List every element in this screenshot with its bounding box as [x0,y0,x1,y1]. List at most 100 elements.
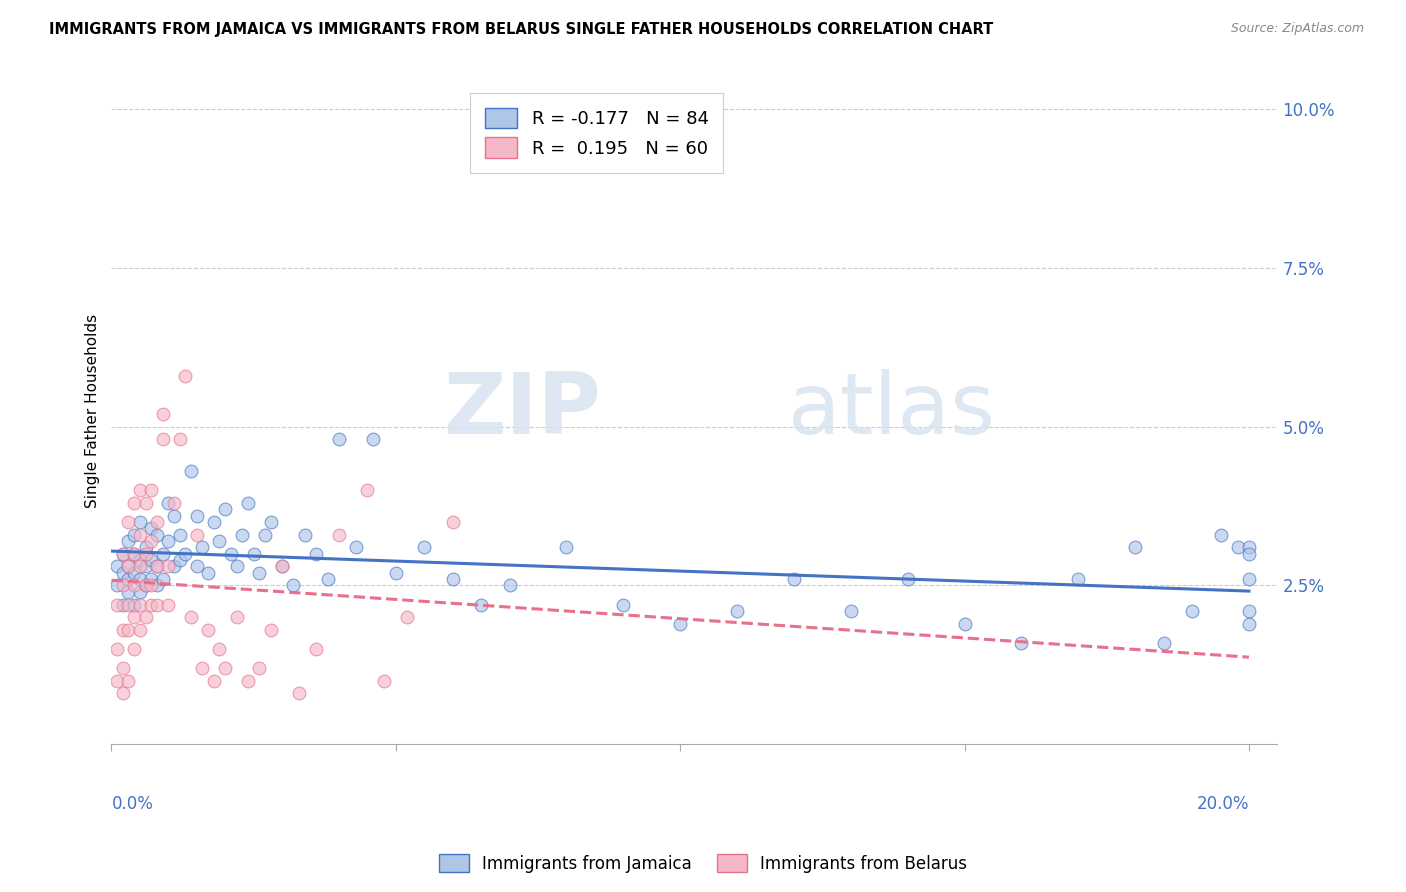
Point [122,547,145,561]
Point [135,578,157,592]
Point [247,566,270,580]
Point [146,578,169,592]
Point [111,566,134,580]
Point [361,433,384,447]
Point [105,642,128,657]
Point [122,496,145,510]
Point [214,502,236,516]
Point [122,598,145,612]
Point [141,483,163,498]
Point [105,598,128,612]
Point [117,584,139,599]
Point [146,559,169,574]
Point [141,553,163,567]
Point [111,598,134,612]
Y-axis label: Single Father Households: Single Father Households [86,314,100,508]
Point [128,572,150,586]
Point [236,673,259,688]
Point [111,623,134,637]
Point [260,623,283,637]
Point [105,559,128,574]
Legend: Immigrants from Jamaica, Immigrants from Belarus: Immigrants from Jamaica, Immigrants from… [432,847,974,880]
Point [1237,547,1260,561]
Point [141,572,163,586]
Point [413,541,436,555]
Point [1237,572,1260,586]
Point [202,673,225,688]
Text: atlas: atlas [787,369,995,452]
Point [152,547,174,561]
Point [135,559,157,574]
Point [186,559,208,574]
Point [1181,604,1204,618]
Text: Source: ZipAtlas.com: Source: ZipAtlas.com [1230,22,1364,36]
Point [111,578,134,592]
Point [152,407,174,421]
Point [373,673,395,688]
Point [180,464,202,478]
Point [208,534,231,549]
Point [1209,527,1232,541]
Point [305,547,328,561]
Point [117,598,139,612]
Point [839,604,862,618]
Point [191,661,214,675]
Point [470,598,492,612]
Text: ZIP: ZIP [443,369,602,452]
Point [105,673,128,688]
Point [122,547,145,561]
Point [294,527,316,541]
Point [135,610,157,624]
Point [163,508,186,523]
Point [305,642,328,657]
Point [288,686,311,700]
Point [157,534,180,549]
Point [117,623,139,637]
Legend: R = -0.177   N = 84, R =  0.195   N = 60: R = -0.177 N = 84, R = 0.195 N = 60 [470,93,723,173]
Point [236,496,259,510]
Point [169,433,191,447]
Point [128,598,150,612]
Point [208,642,231,657]
Point [283,578,305,592]
Point [225,559,247,574]
Point [385,566,408,580]
Point [122,642,145,657]
Point [141,578,163,592]
Text: 20.0%: 20.0% [1197,795,1249,813]
Point [197,623,219,637]
Point [117,572,139,586]
Point [128,584,150,599]
Point [152,572,174,586]
Point [122,566,145,580]
Point [122,610,145,624]
Point [247,661,270,675]
Point [344,541,367,555]
Point [231,527,253,541]
Point [169,553,191,567]
Point [214,661,236,675]
Point [328,433,350,447]
Point [1067,572,1090,586]
Point [146,515,169,529]
Point [242,547,264,561]
Point [111,547,134,561]
Point [111,661,134,675]
Point [202,515,225,529]
Point [163,559,186,574]
Point [186,527,208,541]
Point [122,527,145,541]
Point [135,496,157,510]
Point [441,515,464,529]
Point [191,541,214,555]
Point [783,572,806,586]
Point [1123,541,1146,555]
Point [128,623,150,637]
Point [1010,635,1032,649]
Point [128,553,150,567]
Point [271,559,294,574]
Point [152,433,174,447]
Point [174,547,197,561]
Point [157,496,180,510]
Point [117,534,139,549]
